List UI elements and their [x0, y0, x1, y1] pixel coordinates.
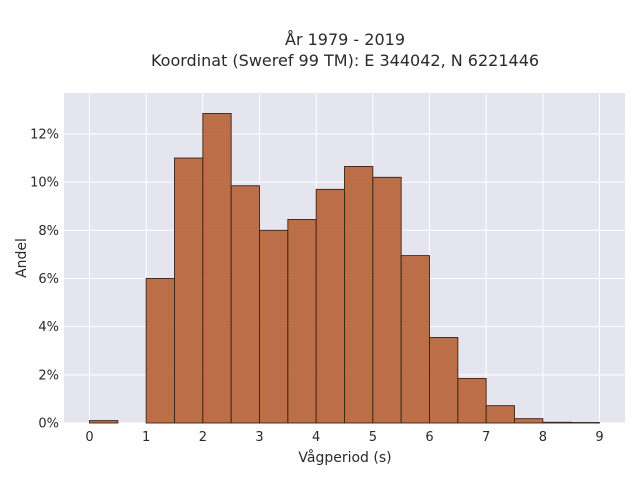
y-tick-label-5: 10%: [30, 176, 59, 191]
x-tick-label-2: 2: [199, 430, 207, 445]
histogram-bar-7: [288, 219, 316, 423]
x-tick-label-7: 7: [482, 430, 490, 445]
histogram-bar-4: [203, 113, 231, 423]
histogram-bar-5: [231, 186, 259, 423]
x-tick-label-8: 8: [539, 430, 547, 445]
histogram-bar-13: [458, 378, 486, 423]
histogram-bar-10: [373, 177, 401, 423]
y-tick-label-0: 0%: [38, 417, 59, 432]
x-tick-label-0: 0: [85, 430, 93, 445]
y-tick-label-6: 12%: [30, 127, 59, 142]
histogram-bar-6: [260, 230, 288, 423]
histogram-bar-0: [90, 421, 118, 423]
histogram-bar-12: [430, 337, 458, 423]
histogram-bar-16: [543, 422, 571, 423]
y-tick-label-2: 4%: [38, 320, 59, 335]
histogram-bar-15: [515, 419, 543, 423]
x-tick-label-6: 6: [425, 430, 433, 445]
histogram-bar-14: [486, 406, 514, 423]
chart-title-line2: Koordinat (Sweref 99 TM): E 344042, N 62…: [151, 51, 539, 70]
x-axis-label: Vågperiod (s): [298, 449, 391, 466]
y-axis-ticks: 0% 2% 4% 6% 8% 10% 12%: [30, 127, 59, 431]
x-tick-label-4: 4: [312, 430, 320, 445]
y-axis-label: Andel: [14, 238, 30, 278]
y-tick-label-3: 6%: [38, 272, 59, 287]
histogram-bar-8: [316, 189, 344, 423]
x-tick-label-3: 3: [255, 430, 263, 445]
histogram-bar-3: [175, 158, 203, 423]
histogram-bar-2: [146, 278, 174, 423]
histogram-bar-9: [345, 166, 373, 423]
y-tick-label-4: 8%: [38, 224, 59, 239]
x-axis-ticks: 0 1 2 3 4 5 6 7 8 9: [85, 430, 603, 445]
histogram-bar-11: [401, 256, 429, 423]
chart-title-line1: År 1979 - 2019: [285, 30, 405, 49]
x-tick-label-1: 1: [142, 430, 150, 445]
y-tick-label-1: 2%: [38, 368, 59, 383]
x-tick-label-9: 9: [595, 430, 603, 445]
x-tick-label-5: 5: [369, 430, 377, 445]
